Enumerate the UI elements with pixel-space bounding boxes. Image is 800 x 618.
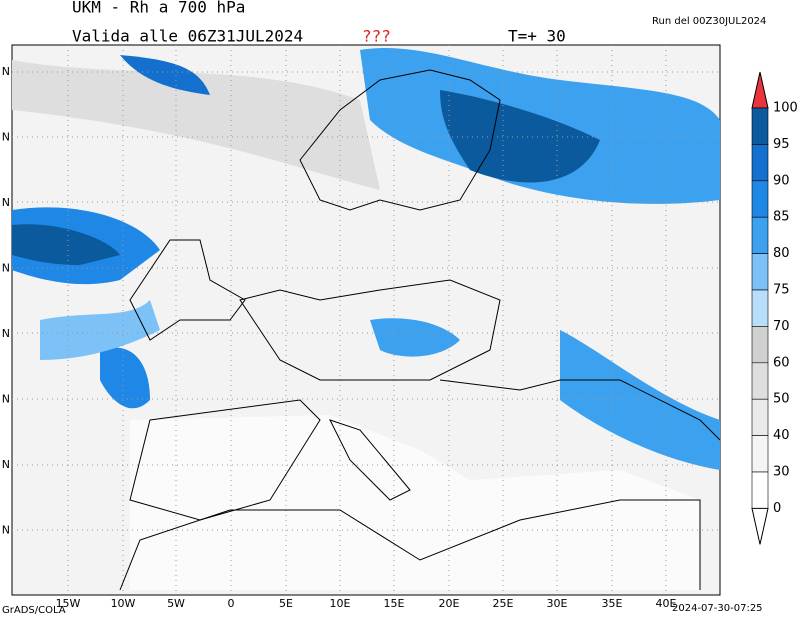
- colorbar-label: 85: [773, 210, 790, 225]
- colorbar-label: 90: [773, 173, 790, 188]
- over-arrow: [751, 71, 769, 109]
- flag: ???: [362, 27, 391, 46]
- lon-label: 15W: [56, 597, 81, 610]
- colorbar-segment: [751, 435, 769, 473]
- lon-label: 5E: [279, 597, 293, 610]
- colorbar-label: 50: [773, 392, 790, 407]
- colorbar-segment: [751, 362, 769, 400]
- colorbar-segment: [751, 180, 769, 218]
- colorbar-segment: [751, 216, 769, 254]
- colorbar-label: 60: [773, 355, 790, 370]
- colorbar: 100 95 90 85 80 75 70 60 50 40 30 0: [751, 71, 798, 545]
- valid-time: Valida alle 06Z31JUL2024: [72, 27, 303, 46]
- colorbar-label: 0: [773, 501, 781, 516]
- lon-label: 0: [228, 597, 235, 610]
- lat-label: N: [2, 262, 10, 275]
- run-time: Run del 00Z30JUL2024: [652, 16, 766, 27]
- lat-labels: N N N N N N N N: [2, 65, 10, 537]
- lon-label: 10E: [330, 597, 351, 610]
- lon-label: 35E: [602, 597, 623, 610]
- colorbar-segment: [751, 144, 769, 182]
- colorbar-label: 40: [773, 428, 790, 443]
- lon-label: 25E: [493, 597, 514, 610]
- colorbar-segment: [751, 471, 769, 509]
- lat-label: N: [2, 327, 10, 340]
- lat-label: N: [2, 458, 10, 471]
- colorbar-label: 80: [773, 246, 790, 261]
- lon-label: 10W: [111, 597, 136, 610]
- colorbar-label: 100: [773, 101, 798, 116]
- lat-label: N: [2, 131, 10, 144]
- colorbar-segment: [751, 398, 769, 436]
- lon-label: 5W: [167, 597, 185, 610]
- colorbar-label: 70: [773, 319, 790, 334]
- footer-left: GrADS/COLA: [2, 605, 66, 616]
- lat-label: N: [2, 393, 10, 406]
- title: UKM - Rh a 700 hPa: [72, 0, 245, 17]
- map: [11, 44, 721, 596]
- forecast-step: T=+ 30: [508, 27, 566, 46]
- lon-label: 40E: [656, 597, 677, 610]
- lat-label: N: [2, 524, 10, 537]
- lon-label: 30E: [547, 597, 568, 610]
- footer-right: 2024-07-30-07:25: [672, 603, 763, 614]
- colorbar-segment: [751, 253, 769, 291]
- lat-label: N: [2, 196, 10, 209]
- colorbar-segment: [751, 107, 769, 145]
- under-arrow: [751, 507, 769, 545]
- colorbar-label: 95: [773, 137, 790, 152]
- colorbar-segment: [751, 289, 769, 327]
- lon-label: 15E: [384, 597, 405, 610]
- lon-label: 20E: [439, 597, 460, 610]
- lon-labels: 15W 10W 5W 0 5E 10E 15E 20E 25E 30E 35E 40E: [56, 597, 677, 610]
- colorbar-label: 75: [773, 283, 790, 298]
- lat-label: N: [2, 65, 10, 78]
- colorbar-label: 30: [773, 465, 790, 480]
- colorbar-segment: [751, 326, 769, 364]
